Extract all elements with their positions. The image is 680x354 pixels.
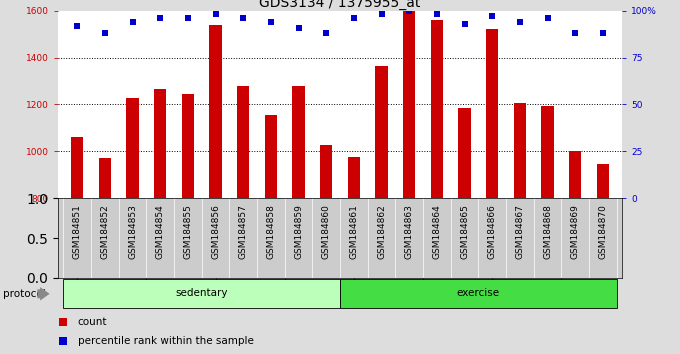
Text: GSM184863: GSM184863 [405, 204, 413, 259]
Bar [513, 103, 526, 198]
Point [514, 19, 525, 25]
Bar [347, 157, 360, 198]
Text: GSM184852: GSM184852 [101, 204, 109, 258]
Bar [63, 280, 340, 308]
Point [155, 15, 166, 21]
Title: GDS3134 / 1375955_at: GDS3134 / 1375955_at [259, 0, 421, 10]
Point [238, 15, 249, 21]
Point [210, 12, 221, 17]
Bar [541, 106, 554, 198]
Bar [569, 151, 581, 198]
Bar [265, 115, 277, 198]
Point [348, 15, 359, 21]
Point [459, 21, 470, 27]
Text: percentile rank within the sample: percentile rank within the sample [78, 336, 254, 346]
Bar [292, 86, 305, 198]
Text: GSM184867: GSM184867 [515, 204, 524, 259]
Text: exercise: exercise [457, 288, 500, 298]
Bar [403, 11, 415, 198]
Text: GSM184869: GSM184869 [571, 204, 579, 259]
Point [321, 30, 332, 36]
Point [386, 209, 396, 214]
Bar [154, 89, 167, 198]
Bar [99, 158, 111, 198]
Point [570, 30, 581, 36]
Text: GSM184854: GSM184854 [156, 204, 165, 258]
Point [487, 13, 498, 19]
Text: GSM184857: GSM184857 [239, 204, 248, 259]
Text: GSM184856: GSM184856 [211, 204, 220, 259]
Text: GSM184865: GSM184865 [460, 204, 469, 259]
Text: GSM184861: GSM184861 [350, 204, 358, 259]
Point [404, 8, 415, 13]
Point [182, 15, 193, 21]
Bar [375, 67, 388, 198]
Point [265, 19, 276, 25]
Text: count: count [78, 317, 107, 327]
Bar [320, 145, 333, 198]
Text: GSM184859: GSM184859 [294, 204, 303, 259]
Text: GSM184862: GSM184862 [377, 204, 386, 258]
Bar [126, 98, 139, 198]
Point [542, 15, 553, 21]
Point [71, 23, 82, 28]
Point [127, 19, 138, 25]
Text: GSM184858: GSM184858 [267, 204, 275, 259]
Bar [430, 19, 443, 198]
Bar [71, 137, 84, 198]
Bar [237, 86, 250, 198]
Bar [340, 280, 617, 308]
Point [99, 30, 110, 36]
Bar [486, 29, 498, 198]
Text: GSM184870: GSM184870 [598, 204, 607, 259]
Bar [182, 95, 194, 198]
Point [598, 30, 609, 36]
Text: GSM184855: GSM184855 [184, 204, 192, 259]
Text: GSM184853: GSM184853 [128, 204, 137, 259]
Text: GSM184860: GSM184860 [322, 204, 330, 259]
Point [293, 25, 304, 30]
Text: GSM184864: GSM184864 [432, 204, 441, 258]
Point [386, 39, 396, 45]
Text: protocol: protocol [3, 289, 46, 299]
Bar [458, 108, 471, 198]
Bar [596, 164, 609, 198]
Point [431, 12, 442, 17]
Point [376, 12, 387, 17]
Text: GSM184868: GSM184868 [543, 204, 552, 259]
Text: GSM184851: GSM184851 [73, 204, 82, 259]
Text: GSM184866: GSM184866 [488, 204, 496, 259]
Text: sedentary: sedentary [175, 288, 228, 298]
Bar [209, 25, 222, 198]
